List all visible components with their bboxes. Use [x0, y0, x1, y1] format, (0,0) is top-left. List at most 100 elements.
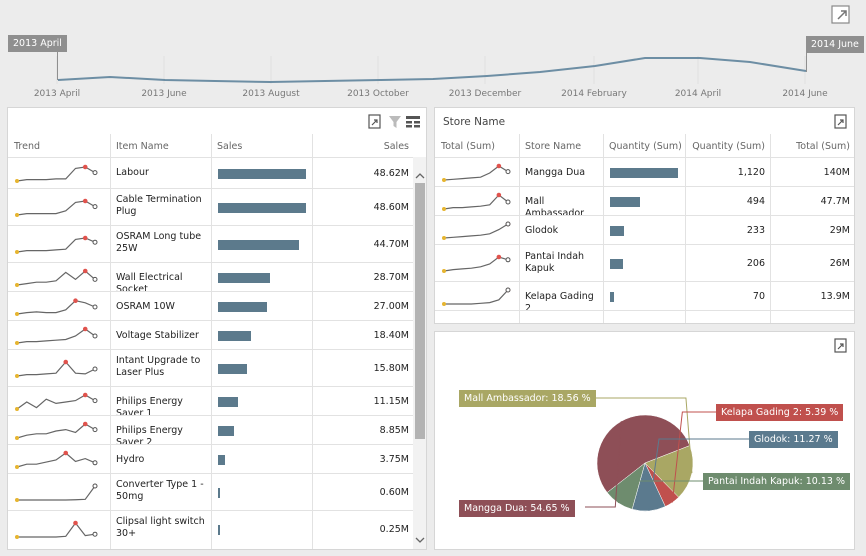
table-row[interactable]: Pantai Indah Kapuk 206 26M [435, 244, 854, 281]
quantity-bar [610, 259, 623, 269]
col-header-store-name[interactable]: Store Name [525, 141, 582, 152]
export-icon[interactable] [833, 338, 849, 354]
timeline-tick-label: 2013 October [347, 89, 409, 99]
table-row[interactable]: Wall Electrical Socket 28.70M [8, 262, 413, 295]
quantity-value: 70 [752, 291, 765, 302]
col-header-sales-bar[interactable]: Sales [217, 141, 243, 152]
table-row[interactable]: Voltage Stabilizer 18.40M [8, 320, 413, 349]
sales-bar [218, 525, 220, 535]
pie-chart-panel: Mangga Dua: 54.65 % Mall Ambassador: 18.5… [434, 331, 855, 550]
table-row[interactable]: Hydro 3.75M [8, 444, 413, 473]
quantity-bar [610, 292, 615, 302]
trend-sparkline [15, 450, 98, 469]
total-sparkline [442, 221, 511, 240]
sales-value: 27.00M [373, 301, 409, 312]
items-grid-panel: Trend Item Name Sales Sales Labour 48.62M… [7, 107, 427, 550]
columns-icon[interactable] [405, 114, 421, 130]
col-header-quantity-bar[interactable]: Quantity (Sum) [609, 141, 682, 152]
pie-label-connector [617, 480, 703, 504]
sales-bar [218, 203, 306, 213]
export-icon[interactable] [367, 114, 383, 130]
sales-bar [218, 488, 220, 498]
pie-slice-label: Mangga Dua: 54.65 % [459, 500, 575, 517]
trend-sparkline [15, 268, 98, 287]
table-row[interactable]: Philips Energy Saver 2 8.85M [8, 415, 413, 448]
range-end-handle[interactable] [806, 36, 807, 72]
quantity-value: 1,120 [737, 167, 765, 178]
table-row[interactable]: Cable Termination Plug 48.60M [8, 188, 413, 225]
sales-value: 8.85M [379, 425, 409, 436]
table-row[interactable]: Intant Upgrade to Laser Plus 15.80M [8, 349, 413, 386]
pie-chart[interactable] [435, 332, 855, 550]
scroll-up-icon[interactable] [415, 165, 425, 179]
col-header-total[interactable]: Total (Sum) [796, 141, 850, 152]
maximize-icon[interactable] [830, 4, 852, 26]
scroll-down-icon[interactable] [415, 529, 425, 543]
item-name: Wall Electrical Socket [116, 272, 183, 295]
table-row[interactable]: Mall Ambassador 494 47.7M [435, 186, 854, 219]
total-sparkline [442, 287, 511, 306]
range-filter-timeline[interactable]: 2013 April 2014 June 2013 April 2013 June… [0, 0, 866, 104]
sales-value: 0.60M [379, 487, 409, 498]
export-icon[interactable] [833, 114, 849, 130]
total-sparkline [442, 192, 511, 211]
total-sparkline [442, 254, 511, 273]
sales-bar [218, 397, 239, 407]
quantity-bar [610, 226, 625, 236]
trend-sparkline [15, 235, 98, 254]
pie-slice-label: Mall Ambassador: 18.56 % [459, 390, 596, 407]
range-start-handle[interactable] [57, 36, 58, 80]
sales-bar [218, 302, 267, 312]
store-name: Mangga Dua [525, 167, 586, 178]
item-name: OSRAM 10W [116, 301, 175, 312]
quantity-bar [610, 168, 678, 178]
col-header-trend[interactable]: Trend [14, 141, 40, 152]
table-row[interactable]: Kelapa Gading 2 70 13.9M [435, 281, 854, 314]
table-row[interactable]: Glodok 233 29M [435, 215, 854, 244]
timeline-tick-label: 2013 December [448, 89, 522, 99]
vertical-scrollbar[interactable] [413, 157, 426, 549]
table-row[interactable]: OSRAM 10W 27.00M [8, 291, 413, 320]
table-row[interactable]: Clipsal light switch 30+ 0.25M [8, 510, 413, 547]
sales-bar [218, 455, 225, 465]
pie-label-connector [671, 411, 716, 503]
col-header-item-name[interactable]: Item Name [116, 141, 169, 152]
table-row[interactable]: Labour 48.62M [8, 157, 413, 188]
col-header-total-trend[interactable]: Total (Sum) [441, 141, 495, 152]
sales-bar [218, 426, 235, 436]
trend-sparkline [15, 520, 98, 539]
total-value: 29M [829, 225, 850, 236]
scroll-thumb[interactable] [415, 183, 425, 439]
item-name: Clipsal light switch 30+ [116, 516, 205, 539]
sales-bar [218, 169, 306, 179]
trend-sparkline [15, 326, 98, 345]
sales-value: 48.62M [373, 168, 409, 179]
trend-sparkline [15, 483, 98, 502]
filter-icon[interactable] [387, 114, 403, 130]
col-header-sales[interactable]: Sales [383, 141, 409, 152]
timeline-tick-label: 2014 February [561, 89, 627, 99]
item-name: Voltage Stabilizer [116, 330, 199, 341]
item-name: Intant Upgrade to Laser Plus [116, 355, 201, 378]
item-name: Labour [116, 167, 149, 178]
col-header-quantity[interactable]: Quantity (Sum) [692, 141, 765, 152]
table-row[interactable]: Converter Type 1 - 50mg 0.60M [8, 473, 413, 510]
sales-value: 44.70M [373, 239, 409, 250]
sales-bar [218, 273, 270, 283]
total-sparkline [442, 163, 511, 182]
table-row[interactable]: Philips Energy Saver 1 11.15M [8, 386, 413, 419]
quantity-bar [610, 197, 640, 207]
pie-slice-label: Pantai Indah Kapuk: 10.13 % [703, 473, 850, 490]
sales-bar [218, 240, 299, 250]
sales-value: 28.70M [373, 272, 409, 283]
sales-bar [218, 364, 247, 374]
quantity-value: 494 [746, 196, 765, 207]
timeline-tick-label: 2014 April [674, 89, 722, 99]
trend-sparkline [15, 198, 98, 217]
table-row[interactable]: OSRAM Long tube 25W 44.70M [8, 225, 413, 262]
table-row[interactable]: Mangga Dua 1,120 140M [435, 157, 854, 186]
timeline-tick-label: 2013 April [33, 89, 81, 99]
pie-label-connector [585, 421, 622, 508]
item-name: Philips Energy Saver 2 [116, 425, 183, 448]
trend-sparkline [15, 164, 98, 183]
